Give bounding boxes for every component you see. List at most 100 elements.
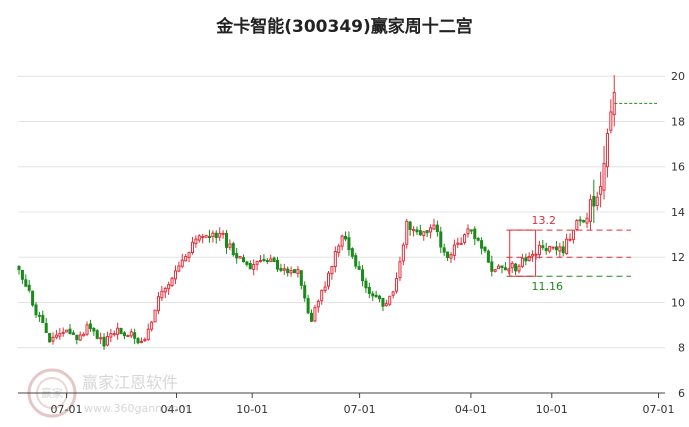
- candle-down: [224, 232, 229, 248]
- candle-up: [432, 224, 436, 230]
- watermark-url: www.360gann.com: [84, 402, 189, 415]
- candle-up: [412, 228, 416, 232]
- candle-up: [156, 296, 160, 312]
- axes-layer: 6 8 10 12 14 16 18 20 07-01 04-01 10-01 07-01 04-01 1…: [18, 70, 685, 416]
- candle-down: [48, 332, 52, 343]
- candle-up: [510, 262, 514, 269]
- candle-down: [374, 294, 378, 298]
- candle-up: [255, 261, 259, 265]
- candle-up: [194, 238, 198, 245]
- x-tick-label: 07-01: [643, 403, 675, 416]
- annotation-label: 11.16: [531, 280, 563, 293]
- candle-up: [323, 286, 327, 291]
- candle-down: [37, 314, 41, 317]
- y-tick-label: 20: [671, 70, 685, 83]
- annotation-label: 13.2: [531, 214, 556, 227]
- x-tick-label: 10-01: [536, 403, 568, 416]
- y-tick-label: 6: [678, 387, 685, 400]
- candle-up: [548, 246, 552, 252]
- candle-up: [289, 270, 293, 274]
- annotations-layer: 13.2 11.16: [506, 102, 657, 293]
- candle-up: [296, 269, 300, 274]
- candle-up: [320, 289, 324, 302]
- candle-down: [364, 280, 368, 289]
- candle-down: [214, 232, 218, 239]
- candle-up: [211, 232, 215, 238]
- candle-down: [357, 266, 361, 270]
- candle-down: [292, 269, 297, 274]
- candle-up: [163, 287, 167, 293]
- candle-down: [68, 328, 72, 335]
- x-tick-label: 07-01: [51, 403, 83, 416]
- y-tick-label: 12: [671, 251, 685, 264]
- candle-up: [599, 185, 603, 195]
- candle-up: [61, 331, 65, 334]
- candle-up: [575, 220, 579, 230]
- x-tick-label: 04-01: [161, 403, 193, 416]
- candle-down: [347, 237, 351, 251]
- candle-down: [272, 257, 276, 262]
- candle-up: [116, 327, 120, 335]
- y-tick-label: 16: [671, 161, 685, 174]
- candle-down: [415, 229, 419, 233]
- candle-up: [112, 333, 116, 336]
- candle-up: [173, 270, 177, 280]
- candle-up: [99, 337, 103, 340]
- candle-up: [139, 340, 143, 343]
- candle-up: [51, 336, 55, 342]
- candle-down: [435, 224, 439, 233]
- candle-down: [544, 248, 548, 252]
- candle-up: [201, 236, 205, 239]
- candle-up: [160, 290, 164, 299]
- candle-up: [221, 232, 225, 235]
- x-tick-label: 07-01: [344, 403, 376, 416]
- candle-down: [31, 290, 35, 306]
- candle-up: [129, 331, 133, 337]
- candle-down: [469, 229, 473, 232]
- candle-up: [282, 268, 286, 271]
- candle-up: [585, 217, 589, 224]
- candle-down: [235, 253, 239, 259]
- candle-down: [286, 268, 290, 274]
- candle-down: [480, 240, 484, 249]
- candle-down: [102, 336, 106, 347]
- candle-up: [313, 307, 317, 322]
- candle-down: [245, 261, 249, 265]
- candle-down: [24, 279, 28, 287]
- candle-up: [190, 241, 194, 254]
- grid-layer: [18, 75, 665, 394]
- candle-down: [309, 312, 314, 322]
- candle-down: [541, 245, 545, 249]
- candle-down: [524, 257, 528, 262]
- candle-up: [531, 253, 535, 257]
- candle-down: [88, 323, 92, 330]
- candle-down: [299, 270, 303, 286]
- candle-up: [602, 163, 606, 191]
- candle-up: [384, 303, 388, 307]
- candle-down: [41, 315, 45, 324]
- candle-down: [303, 285, 307, 299]
- candle-down: [446, 251, 450, 259]
- candle-down: [473, 228, 477, 239]
- watermark-text: 赢家江恩软件: [82, 373, 178, 392]
- candle-up: [150, 321, 154, 330]
- candle-down: [361, 269, 365, 282]
- candle-up: [177, 265, 181, 272]
- candle-up: [551, 246, 555, 249]
- candle-up: [497, 265, 501, 270]
- candle-up: [126, 335, 130, 338]
- candle-down: [75, 334, 79, 341]
- candle-down: [378, 295, 382, 300]
- candle-up: [204, 234, 208, 238]
- candle-up: [405, 220, 409, 245]
- candle-down: [95, 330, 99, 339]
- candle-down: [306, 298, 310, 314]
- candle-up: [605, 132, 609, 168]
- candle-up: [449, 254, 453, 259]
- candle-up: [269, 258, 273, 263]
- candle-down: [122, 332, 126, 337]
- candle-down: [381, 297, 385, 307]
- y-tick-label: 8: [678, 342, 685, 355]
